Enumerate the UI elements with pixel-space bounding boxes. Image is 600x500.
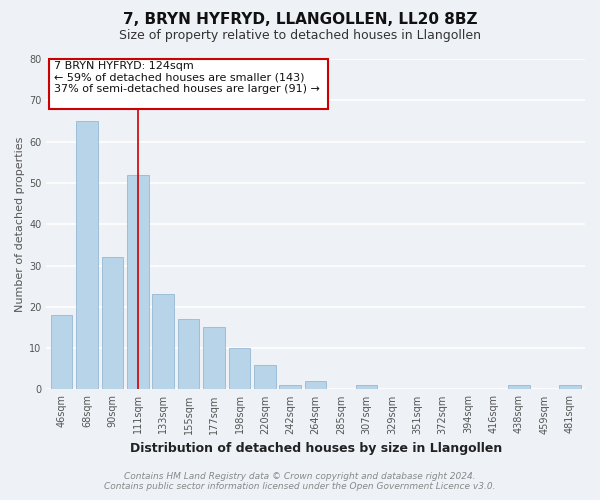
Bar — [127, 174, 149, 390]
Y-axis label: Number of detached properties: Number of detached properties — [15, 136, 25, 312]
Bar — [178, 319, 199, 390]
Text: Size of property relative to detached houses in Llangollen: Size of property relative to detached ho… — [119, 28, 481, 42]
Bar — [305, 381, 326, 390]
Bar — [76, 121, 98, 390]
Bar — [51, 315, 73, 390]
FancyBboxPatch shape — [49, 59, 328, 108]
Bar — [559, 386, 581, 390]
Text: 7, BRYN HYFRYD, LLANGOLLEN, LL20 8BZ: 7, BRYN HYFRYD, LLANGOLLEN, LL20 8BZ — [123, 12, 477, 28]
Bar — [280, 386, 301, 390]
Bar — [229, 348, 250, 390]
Text: 7 BRYN HYFRYD: 124sqm
← 59% of detached houses are smaller (143)
37% of semi-det: 7 BRYN HYFRYD: 124sqm ← 59% of detached … — [54, 61, 320, 94]
Bar — [101, 258, 123, 390]
Bar — [152, 294, 174, 390]
Bar — [356, 386, 377, 390]
Text: Contains HM Land Registry data © Crown copyright and database right 2024.
Contai: Contains HM Land Registry data © Crown c… — [104, 472, 496, 491]
Bar — [254, 364, 275, 390]
Bar — [508, 386, 530, 390]
X-axis label: Distribution of detached houses by size in Llangollen: Distribution of detached houses by size … — [130, 442, 502, 455]
Bar — [203, 328, 225, 390]
